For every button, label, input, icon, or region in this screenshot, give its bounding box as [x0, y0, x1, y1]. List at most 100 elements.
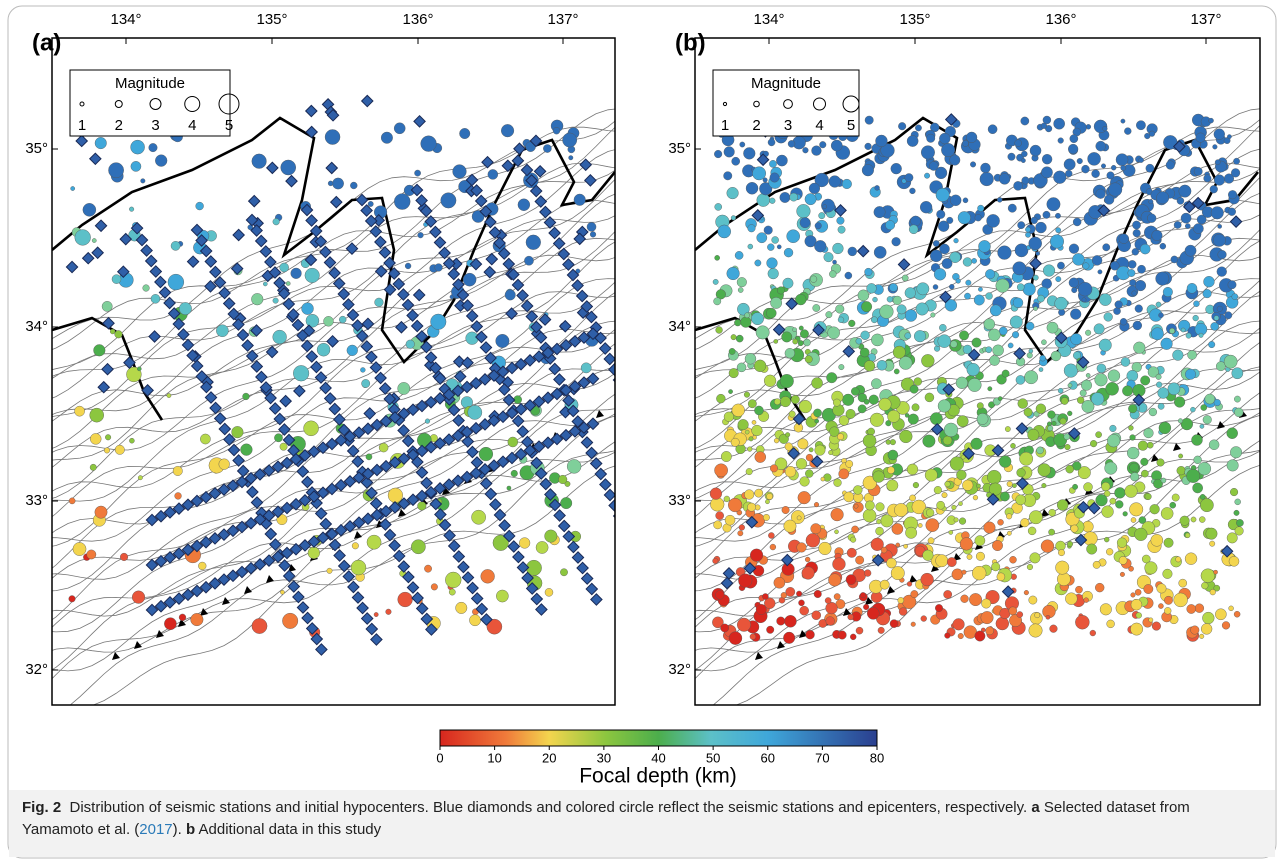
epicenter	[1185, 369, 1196, 380]
epicenter	[1120, 318, 1127, 325]
epicenter	[960, 538, 973, 551]
epicenter	[1084, 483, 1093, 492]
colorbar-tick-label: 0	[436, 750, 443, 765]
epicenter	[1050, 625, 1058, 633]
epicenter	[898, 597, 904, 603]
epicenter	[825, 597, 831, 603]
epicenter	[738, 287, 743, 292]
epicenter	[421, 136, 437, 152]
epicenter	[780, 374, 794, 388]
epicenter	[800, 217, 810, 227]
epicenter	[1049, 509, 1056, 516]
epicenter	[1131, 599, 1142, 610]
epicenter	[767, 258, 778, 269]
epicenter	[896, 543, 900, 547]
caption-reference[interactable]: 2017	[139, 821, 172, 838]
epicenter	[1068, 383, 1072, 387]
epicenter	[304, 421, 319, 436]
epicenter	[1064, 364, 1078, 378]
epicenter	[856, 338, 862, 344]
epicenter	[1135, 589, 1141, 595]
caption-text: ).	[173, 821, 182, 838]
epicenter	[574, 194, 586, 206]
epicenter	[1017, 468, 1026, 477]
epicenter	[921, 616, 927, 622]
epicenter	[936, 555, 948, 567]
epicenter	[328, 181, 333, 186]
epicenter	[1054, 118, 1065, 129]
epicenter	[1191, 626, 1200, 635]
epicenter	[905, 173, 913, 181]
epicenter	[1174, 221, 1181, 228]
epicenter	[1065, 170, 1072, 177]
epicenter	[1127, 370, 1138, 381]
epicenter	[710, 488, 722, 500]
epicenter	[864, 360, 875, 371]
epicenter	[750, 634, 756, 640]
epicenter	[986, 347, 992, 353]
epicenter	[737, 618, 750, 631]
epicenter	[435, 264, 443, 272]
epicenter	[1199, 634, 1204, 639]
epicenter	[894, 503, 907, 516]
caption-text: Additional data in this study	[199, 821, 382, 838]
epicenter	[732, 404, 745, 417]
epicenter	[774, 577, 785, 588]
epicenter	[846, 575, 856, 585]
epicenter	[731, 334, 736, 339]
epicenter	[729, 348, 735, 354]
epicenter	[954, 518, 958, 522]
epicenter	[281, 160, 296, 175]
epicenter	[1047, 198, 1060, 211]
epicenter	[1033, 306, 1037, 310]
epicenter	[1209, 541, 1214, 546]
epicenter	[754, 406, 763, 415]
epicenter	[926, 134, 934, 142]
epicenter	[774, 339, 778, 343]
epicenter	[1174, 397, 1185, 408]
epicenter	[809, 448, 813, 452]
epicenter	[1012, 483, 1016, 487]
epicenter	[848, 247, 857, 256]
epicenter	[120, 553, 128, 561]
epicenter	[1086, 124, 1091, 129]
epicenter	[453, 165, 467, 179]
epicenter	[892, 237, 901, 246]
epicenter	[737, 363, 746, 372]
colorbar-tick-label: 50	[706, 750, 720, 765]
epicenter	[590, 232, 596, 238]
epicenter	[757, 233, 767, 243]
epicenter	[949, 530, 953, 534]
epicenter	[748, 400, 756, 408]
epicenter	[1016, 375, 1025, 384]
epicenter	[83, 203, 96, 216]
epicenter	[833, 558, 846, 571]
epicenter	[1108, 183, 1122, 197]
epicenter	[1058, 138, 1064, 144]
epicenter	[946, 217, 953, 224]
epicenter	[381, 132, 392, 143]
epicenter	[907, 464, 918, 475]
epicenter	[921, 573, 934, 586]
epicenter	[799, 400, 812, 413]
epicenter	[1077, 158, 1083, 164]
epicenter	[1206, 528, 1217, 539]
epicenter	[1193, 223, 1203, 233]
epicenter	[1012, 331, 1019, 338]
epicenter	[826, 617, 835, 626]
epicenter	[958, 211, 971, 224]
epicenter	[488, 169, 498, 179]
epicenter	[74, 406, 84, 416]
epicenter	[869, 395, 879, 405]
epicenter	[1193, 315, 1199, 321]
epicenter	[1008, 343, 1013, 348]
epicenter	[821, 477, 825, 481]
epicenter	[216, 325, 228, 337]
epicenter	[110, 329, 115, 334]
epicenter	[1149, 408, 1157, 416]
epicenter	[1158, 604, 1163, 609]
epicenter	[1185, 533, 1190, 538]
epicenter	[966, 132, 977, 143]
epicenter	[560, 569, 567, 576]
epicenter	[1010, 443, 1015, 448]
